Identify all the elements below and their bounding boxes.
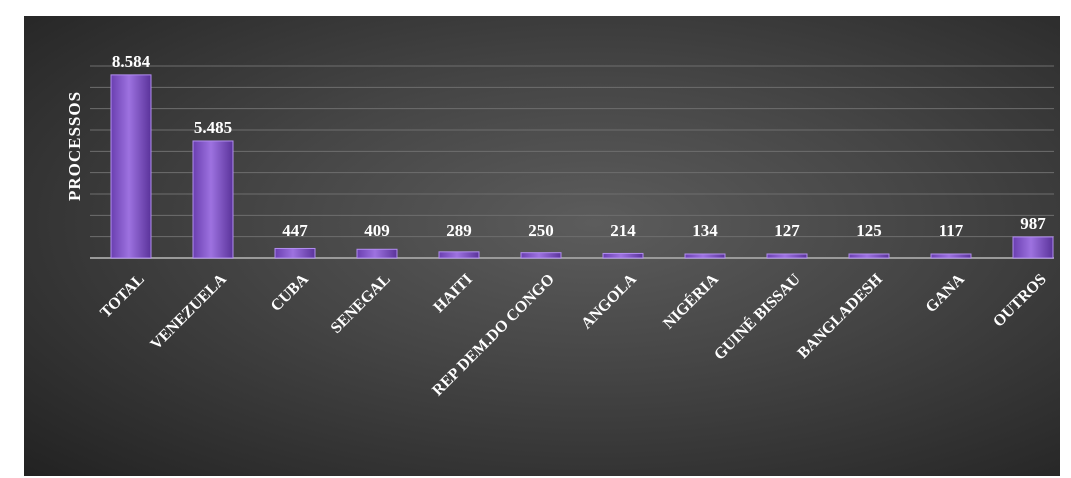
value-label: 409 [364,221,390,240]
category-label: HAITI [430,271,475,316]
value-label: 289 [446,221,472,240]
value-label: 987 [1020,214,1046,233]
chart-panel: 8.584 5.485 447 409 289 250 214 134 127 125 117 987… [24,16,1060,476]
value-label: 127 [774,221,800,240]
category-label: NIGÉRIA [659,269,722,332]
bar-total [110,74,152,259]
bar-senegal [356,248,398,259]
category-label: GANA [922,270,968,316]
gridlines [90,65,1054,238]
value-label: 134 [692,221,718,240]
bar-cuba [274,247,316,259]
value-label: 5.485 [194,118,232,137]
bar-bangladesh [848,253,890,259]
category-label: OUTROS [990,271,1050,331]
bars [110,74,1054,259]
y-axis-title: PROCESSOS [65,91,84,201]
bar-gana [930,253,972,259]
value-labels: 8.584 5.485 447 409 289 250 214 134 127 125 117 987 [112,52,1046,240]
category-label: TOTAL [97,271,148,322]
bar-haiti [438,251,480,259]
category-label: VENEZUELA [147,270,230,353]
value-label: 125 [856,221,882,240]
category-label: CUBA [268,270,312,314]
category-label: SENEGAL [328,271,394,337]
value-label: 117 [939,221,964,240]
bar-outros [1012,236,1054,259]
bar-venezuela [192,140,234,259]
category-label: BANGLADESH [795,270,887,362]
value-label: 250 [528,221,554,240]
bar-nig-ria [684,253,726,259]
category-label: GUINÉ BISSAU [710,269,805,364]
value-label: 8.584 [112,52,151,71]
bar-rep-dem-do-congo [520,252,562,259]
bar-angola [602,252,644,259]
category-label: ANGOLA [578,270,640,332]
bar-guin-bissau [766,253,808,259]
value-label: 214 [610,221,636,240]
value-label: 447 [282,221,308,240]
bar-chart: 8.584 5.485 447 409 289 250 214 134 127 125 117 987… [65,52,1054,399]
